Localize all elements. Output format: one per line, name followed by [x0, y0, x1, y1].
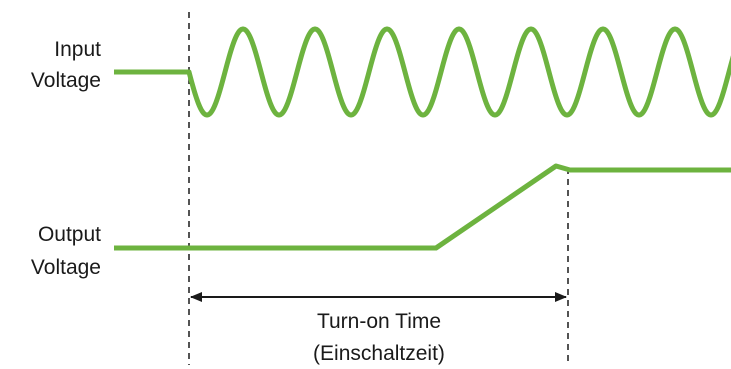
input-voltage-label-line2: Voltage	[31, 69, 101, 92]
output-voltage-label-line2: Voltage	[31, 256, 101, 279]
turn-on-time-label: Turn-on Time	[317, 310, 441, 333]
output-voltage-waveform	[114, 163, 731, 251]
turn-on-time-german-label: (Einschaltzeit)	[313, 342, 445, 365]
input-voltage-waveform	[114, 26, 731, 118]
input-voltage-label-line1: Input	[54, 38, 101, 61]
output-voltage-label-line1: Output	[38, 223, 101, 246]
